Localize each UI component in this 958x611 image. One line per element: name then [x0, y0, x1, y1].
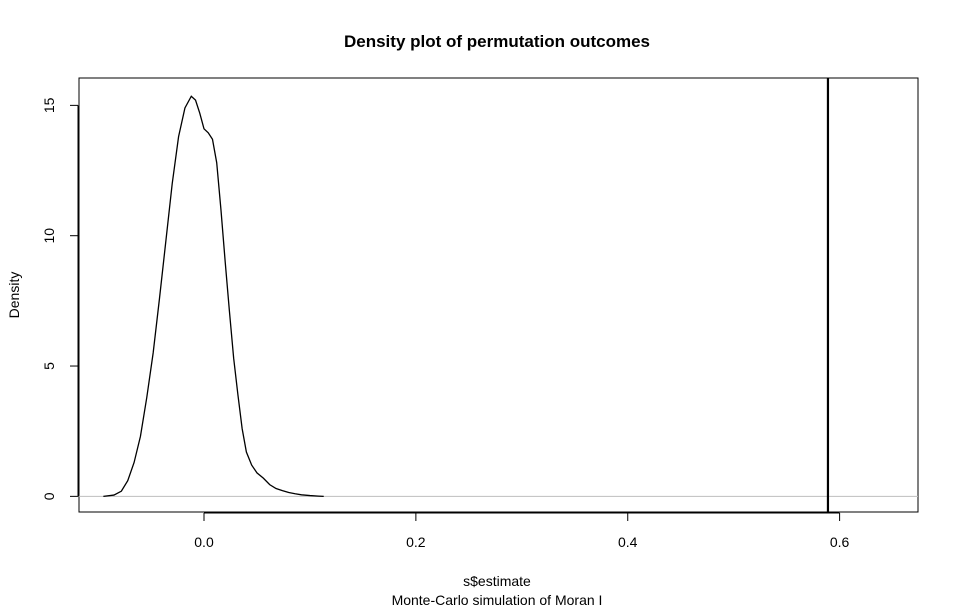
y-tick-label: 5 — [41, 362, 57, 370]
x-tick-label: 0.0 — [194, 534, 214, 550]
y-axis-label: Density — [6, 272, 22, 319]
chart-title: Density plot of permutation outcomes — [344, 32, 650, 51]
y-tick-label: 15 — [41, 97, 57, 113]
x-tick-label: 0.2 — [406, 534, 426, 550]
x-axis: 0.0 0.2 0.4 0.6 — [194, 512, 850, 550]
x-tick-label: 0.6 — [830, 534, 850, 550]
y-tick-label: 0 — [41, 492, 57, 500]
x-axis-label: s$estimate — [463, 573, 531, 589]
plot-frame — [78, 77, 919, 513]
y-axis: 0 5 10 15 — [41, 97, 79, 500]
x-tick-label: 0.4 — [618, 534, 638, 550]
x-axis-subtitle: Monte-Carlo simulation of Moran I — [392, 592, 603, 608]
density-curve — [103, 95, 324, 498]
y-tick-label: 10 — [41, 228, 57, 244]
